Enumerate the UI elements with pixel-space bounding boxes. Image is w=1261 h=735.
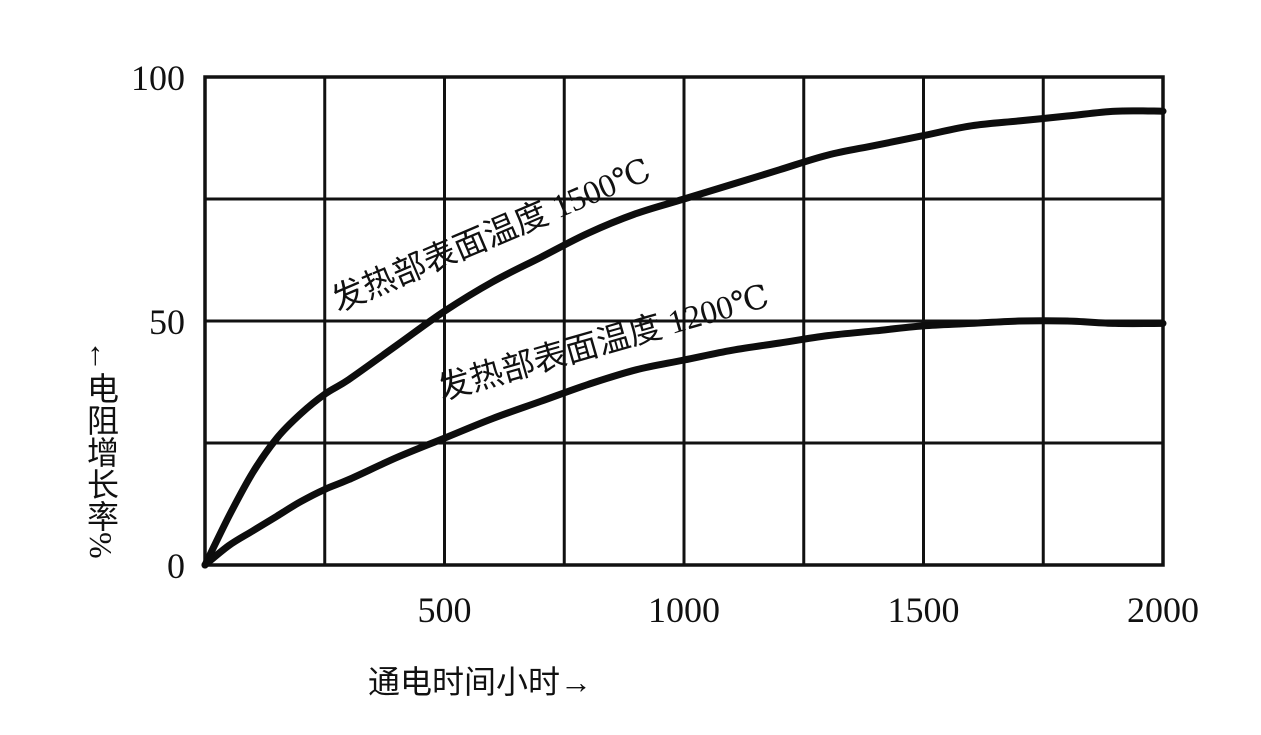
series-label-1500: 发热部表面温度 1500℃ (327, 152, 656, 320)
series-line-1200 (201, 317, 1167, 569)
x-tick-label: 500 (418, 590, 472, 630)
x-tick-label: 2000 (1127, 590, 1199, 630)
y-tick-label: 50 (149, 302, 185, 342)
series-label-1200: 发热部表面温度 1200℃ (434, 278, 773, 408)
y-axis-title: ←电阻增长率% (83, 340, 119, 559)
x-axis-title: 通电时间小时→ (368, 664, 592, 700)
tick-labels: 500 1000 1500 2000 0 50 100 (131, 58, 1199, 630)
series-group (201, 107, 1167, 569)
x-tick-label: 1000 (648, 590, 720, 630)
y-tick-label: 0 (167, 546, 185, 586)
series-line-1500 (201, 107, 1167, 569)
x-tick-label: 1500 (888, 590, 960, 630)
y-tick-label: 100 (131, 58, 185, 98)
